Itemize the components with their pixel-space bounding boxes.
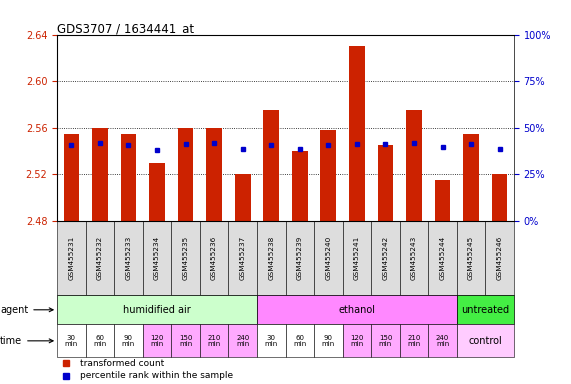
Text: 150
min: 150 min xyxy=(179,334,192,347)
Text: GSM455245: GSM455245 xyxy=(468,236,474,280)
Text: agent: agent xyxy=(0,305,53,315)
Bar xyxy=(457,324,514,358)
Bar xyxy=(143,324,171,358)
Text: GSM455243: GSM455243 xyxy=(411,236,417,280)
Text: GSM455233: GSM455233 xyxy=(126,236,131,280)
Bar xyxy=(120,134,136,221)
Bar xyxy=(371,221,400,295)
Text: 30
min: 30 min xyxy=(65,334,78,347)
Text: GSM455235: GSM455235 xyxy=(183,236,188,280)
Text: 210
min: 210 min xyxy=(207,334,221,347)
Text: GSM455231: GSM455231 xyxy=(69,236,74,280)
Text: transformed count: transformed count xyxy=(80,359,164,367)
Bar xyxy=(206,128,222,221)
Text: 240
min: 240 min xyxy=(236,334,250,347)
Bar xyxy=(400,221,428,295)
Bar xyxy=(114,324,143,358)
Bar xyxy=(457,221,485,295)
Bar xyxy=(257,221,286,295)
Bar xyxy=(286,324,314,358)
Text: percentile rank within the sample: percentile rank within the sample xyxy=(80,371,233,380)
Text: 90
min: 90 min xyxy=(321,334,335,347)
Text: control: control xyxy=(468,336,502,346)
Bar xyxy=(171,221,200,295)
Bar xyxy=(228,221,257,295)
Text: GSM455246: GSM455246 xyxy=(497,236,502,280)
Text: 210
min: 210 min xyxy=(407,334,421,347)
Bar xyxy=(485,221,514,295)
Text: 60
min: 60 min xyxy=(293,334,307,347)
Text: time: time xyxy=(0,336,53,346)
Text: GSM455239: GSM455239 xyxy=(297,236,303,280)
Text: GSM455241: GSM455241 xyxy=(354,236,360,280)
Bar xyxy=(263,110,279,221)
Bar xyxy=(228,324,257,358)
Text: ethanol: ethanol xyxy=(339,305,375,315)
Text: 240
min: 240 min xyxy=(436,334,449,347)
Text: GSM455232: GSM455232 xyxy=(97,236,103,280)
Text: GSM455236: GSM455236 xyxy=(211,236,217,280)
Bar xyxy=(349,46,365,221)
Bar xyxy=(314,221,343,295)
Text: GSM455244: GSM455244 xyxy=(440,236,445,280)
Bar xyxy=(320,130,336,221)
Text: 150
min: 150 min xyxy=(379,334,392,347)
Text: GSM455238: GSM455238 xyxy=(268,236,274,280)
Text: GSM455234: GSM455234 xyxy=(154,236,160,280)
Text: untreated: untreated xyxy=(461,305,509,315)
Bar xyxy=(86,221,114,295)
Text: 120
min: 120 min xyxy=(150,334,164,347)
Bar xyxy=(314,324,343,358)
Bar xyxy=(114,221,143,295)
Text: GSM455237: GSM455237 xyxy=(240,236,246,280)
Bar xyxy=(257,295,457,324)
Bar xyxy=(400,324,428,358)
Text: 60
min: 60 min xyxy=(93,334,107,347)
Text: humidified air: humidified air xyxy=(123,305,191,315)
Bar xyxy=(428,324,457,358)
Bar xyxy=(406,110,422,221)
Text: GDS3707 / 1634441_at: GDS3707 / 1634441_at xyxy=(57,22,194,35)
Bar xyxy=(57,221,86,295)
Bar xyxy=(457,295,514,324)
Bar xyxy=(57,324,86,358)
Text: GSM455240: GSM455240 xyxy=(325,236,331,280)
Bar xyxy=(200,221,228,295)
Bar xyxy=(143,221,171,295)
Bar xyxy=(57,295,257,324)
Bar xyxy=(343,221,371,295)
Bar xyxy=(343,324,371,358)
Bar xyxy=(149,162,165,221)
Bar xyxy=(86,324,114,358)
Text: 90
min: 90 min xyxy=(122,334,135,347)
Bar xyxy=(178,128,194,221)
Bar xyxy=(286,221,314,295)
Bar xyxy=(371,324,400,358)
Bar xyxy=(92,128,108,221)
Bar xyxy=(463,134,479,221)
Bar xyxy=(428,221,457,295)
Text: GSM455242: GSM455242 xyxy=(383,236,388,280)
Bar xyxy=(200,324,228,358)
Bar xyxy=(492,174,508,221)
Text: 120
min: 120 min xyxy=(350,334,364,347)
Bar xyxy=(257,324,286,358)
Bar xyxy=(377,145,393,221)
Bar xyxy=(435,180,451,221)
Bar xyxy=(63,134,79,221)
Bar xyxy=(171,324,200,358)
Text: 30
min: 30 min xyxy=(264,334,278,347)
Bar xyxy=(235,174,251,221)
Bar xyxy=(292,151,308,221)
